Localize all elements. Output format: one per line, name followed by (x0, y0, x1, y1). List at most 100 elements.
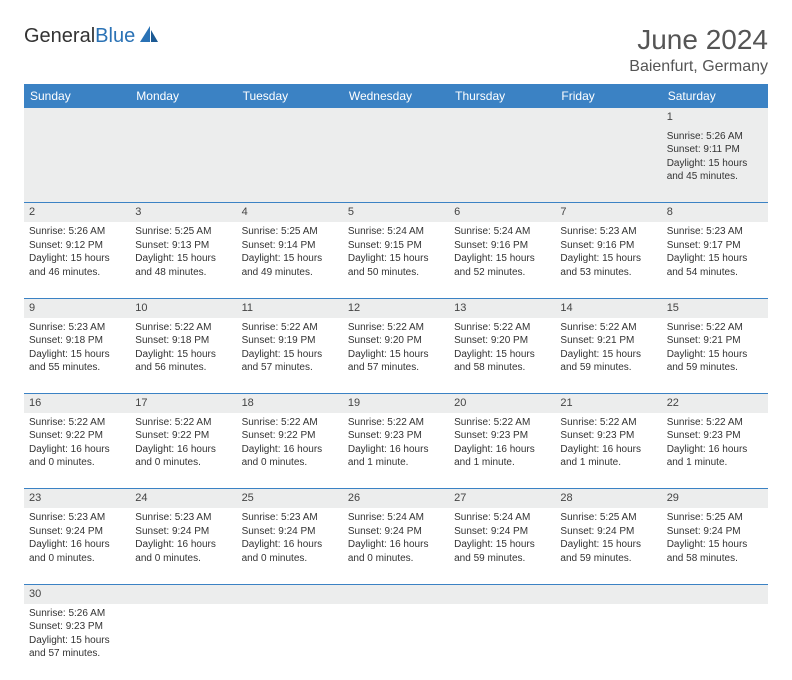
sunset: Sunset: 9:23 PM (348, 429, 444, 443)
day-number: 19 (343, 394, 449, 413)
sunset: Sunset: 9:23 PM (29, 620, 125, 634)
detail-row: Sunrise: 5:26 AMSunset: 9:12 PM Daylight:… (24, 222, 768, 298)
day-cell: Sunrise: 5:22 AMSunset: 9:19 PMDaylight:… (237, 318, 343, 394)
daylight: Daylight: 15 hours and 59 minutes. (560, 348, 656, 375)
sunset: Sunset: 9:11 PM (667, 143, 763, 157)
daynum-row: 30 (24, 584, 768, 603)
dayname-mon: Monday (130, 84, 236, 108)
daylight: Daylight: 15 hours and 55 minutes. (29, 348, 125, 375)
sunrise: Sunrise: 5:24 AM (348, 511, 444, 525)
detail-row: Sunrise: 5:22 AMSunset: 9:22 PMDaylight:… (24, 413, 768, 489)
daynum-row: 9101112131415 (24, 298, 768, 317)
sunrise: Sunrise: 5:23 AM (242, 511, 338, 525)
day-number: 10 (130, 298, 236, 317)
day-number: 1 (662, 108, 768, 127)
day-cell: Sunrise: 5:25 AMSunset: 9:14 PMDaylight:… (237, 222, 343, 298)
sunset: Sunset: 9:24 PM (29, 525, 125, 539)
daylight: Daylight: 16 hours and 0 minutes. (29, 538, 125, 565)
sunset: Sunset: 9:13 PM (135, 239, 231, 253)
day-cell: Sunrise: 5:22 AMSunset: 9:22 PMDaylight:… (24, 413, 130, 489)
daylight: Daylight: 15 hours and 49 minutes. (242, 252, 338, 279)
day-cell: Sunrise: 5:24 AMSunset: 9:24 PMDaylight:… (449, 508, 555, 584)
daylight: Daylight: 15 hours and 58 minutes. (454, 348, 550, 375)
day-number (130, 108, 236, 127)
sunset: Sunset: 9:12 PM (29, 239, 125, 253)
day-number: 18 (237, 394, 343, 413)
day-number (555, 108, 661, 127)
sunset: Sunset: 9:16 PM (560, 239, 656, 253)
daylight: Daylight: 16 hours and 0 minutes. (242, 538, 338, 565)
daylight: Daylight: 15 hours and 48 minutes. (135, 252, 231, 279)
sunrise: Sunrise: 5:22 AM (348, 416, 444, 430)
sunset: Sunset: 9:24 PM (348, 525, 444, 539)
day-cell: Sunrise: 5:22 AMSunset: 9:22 PMDaylight:… (237, 413, 343, 489)
day-number: 7 (555, 203, 661, 222)
sunrise: Sunrise: 5:22 AM (242, 416, 338, 430)
daylight: Daylight: 16 hours and 1 minute. (667, 443, 763, 470)
sunset: Sunset: 9:21 PM (560, 334, 656, 348)
sunset: Sunset: 9:22 PM (29, 429, 125, 443)
daylight: Daylight: 15 hours and 54 minutes. (667, 252, 763, 279)
sunrise: Sunrise: 5:26 AM (29, 225, 125, 239)
daylight: Daylight: 16 hours and 0 minutes. (29, 443, 125, 470)
day-number: 2 (24, 203, 130, 222)
day-number: 14 (555, 298, 661, 317)
daylight: Daylight: 15 hours and 57 minutes. (29, 634, 125, 661)
sunrise: Sunrise: 5:22 AM (454, 321, 550, 335)
sunset: Sunset: 9:17 PM (667, 239, 763, 253)
day-cell: Sunrise: 5:22 AMSunset: 9:21 PMDaylight:… (555, 318, 661, 394)
day-number: 26 (343, 489, 449, 508)
day-cell (343, 604, 449, 680)
daylight: Daylight: 15 hours and 59 minutes. (454, 538, 550, 565)
day-number (555, 584, 661, 603)
daylight: Daylight: 15 hours and 59 minutes. (560, 538, 656, 565)
sunrise: Sunrise: 5:25 AM (667, 511, 763, 525)
day-number: 28 (555, 489, 661, 508)
sunset: Sunset: 9:23 PM (560, 429, 656, 443)
logo: GeneralBlue (24, 24, 160, 49)
day-number: 20 (449, 394, 555, 413)
day-number (343, 108, 449, 127)
day-cell: Sunrise: 5:22 AMSunset: 9:23 PMDaylight:… (555, 413, 661, 489)
daylight: Daylight: 15 hours and 57 minutes. (348, 348, 444, 375)
sunset: Sunset: 9:20 PM (348, 334, 444, 348)
day-number (237, 108, 343, 127)
logo-word1: General (24, 25, 95, 47)
day-number: 4 (237, 203, 343, 222)
header: GeneralBlue June 2024 Baienfurt, Germany (24, 24, 768, 76)
day-number (130, 584, 236, 603)
daylight: Daylight: 16 hours and 0 minutes. (135, 443, 231, 470)
day-cell: Sunrise: 5:22 AMSunset: 9:21 PMDaylight:… (662, 318, 768, 394)
logo-word2: Blue (95, 25, 135, 47)
daynum-row: 2345678 (24, 203, 768, 222)
day-number: 16 (24, 394, 130, 413)
sunset: Sunset: 9:20 PM (454, 334, 550, 348)
day-number: 8 (662, 203, 768, 222)
day-number: 23 (24, 489, 130, 508)
daylight: Daylight: 15 hours and 45 minutes. (667, 157, 763, 184)
day-number: 22 (662, 394, 768, 413)
daylight: Daylight: 15 hours and 50 minutes. (348, 252, 444, 279)
dayname-sun: Sunday (24, 84, 130, 108)
sunrise: Sunrise: 5:22 AM (454, 416, 550, 430)
sunset: Sunset: 9:14 PM (242, 239, 338, 253)
day-cell: Sunrise: 5:22 AMSunset: 9:22 PMDaylight:… (130, 413, 236, 489)
sail-icon (138, 24, 160, 49)
day-number: 29 (662, 489, 768, 508)
detail-row: Sunrise: 5:26 AMSunset: 9:11 PMDaylight:… (24, 127, 768, 203)
dayname-thu: Thursday (449, 84, 555, 108)
sunrise: Sunrise: 5:24 AM (348, 225, 444, 239)
day-number: 5 (343, 203, 449, 222)
dayname-row: Sunday Monday Tuesday Wednesday Thursday… (24, 84, 768, 108)
sunset: Sunset: 9:23 PM (454, 429, 550, 443)
logo-text: GeneralBlue (24, 25, 135, 48)
day-cell: Sunrise: 5:22 AMSunset: 9:23 PMDaylight:… (449, 413, 555, 489)
day-cell (130, 127, 236, 203)
day-number: 11 (237, 298, 343, 317)
day-cell: Sunrise: 5:23 AMSunset: 9:24 PMDaylight:… (130, 508, 236, 584)
daylight: Daylight: 16 hours and 1 minute. (454, 443, 550, 470)
day-cell (237, 127, 343, 203)
sunset: Sunset: 9:19 PM (242, 334, 338, 348)
day-cell (662, 604, 768, 680)
day-number (237, 584, 343, 603)
